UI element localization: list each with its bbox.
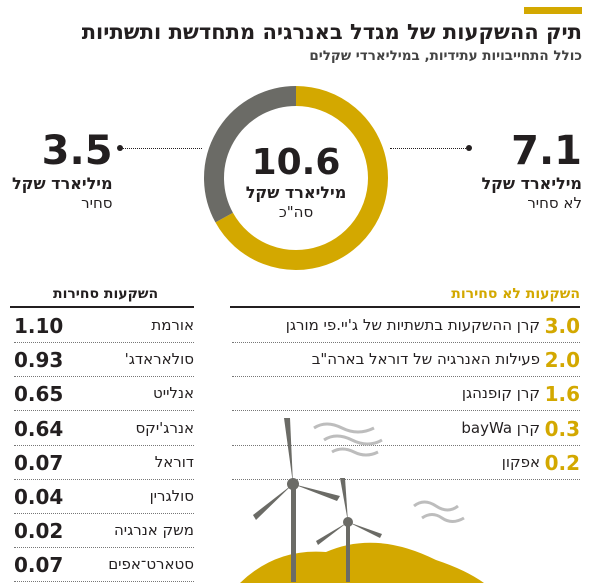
nontraded-table-row: אפקון 0.2 <box>232 446 580 480</box>
traded-unit: מיליארד שקל <box>12 174 113 193</box>
nontraded-table-value: 1.6 <box>544 382 580 407</box>
nontraded-leader-dot <box>466 145 472 151</box>
nontraded-table-value: 3.0 <box>544 314 580 338</box>
traded-table-divider <box>14 581 194 583</box>
nontraded-table-value: 0.2 <box>544 450 580 475</box>
traded-table-divider <box>14 478 194 480</box>
traded-table-value: 0.93 <box>14 348 64 373</box>
nontraded-table-row: פעילות האנרגיה של דוראל בארה"ב 2.0 <box>232 343 580 378</box>
traded-table-divider <box>14 376 194 378</box>
total-unit: מיליארד שקל <box>245 183 347 202</box>
nontraded-value: 7.1 <box>511 128 582 174</box>
traded-table-divider <box>14 513 194 514</box>
traded-table-row: אנרג'יקס 0.64 <box>14 412 194 446</box>
traded-table-value: 0.07 <box>14 450 64 475</box>
nontraded-table-label: אפקון <box>501 452 540 471</box>
traded-table-value: 0.04 <box>14 485 64 509</box>
total-value: 10.6 <box>251 142 341 183</box>
nontraded-table-divider <box>232 376 580 378</box>
traded-table-label: סולאראדג' <box>124 350 194 369</box>
nontraded-leader-line <box>390 148 468 149</box>
traded-table-value: 1.10 <box>14 314 64 338</box>
traded-table-divider <box>14 410 194 412</box>
traded-table-label: דוראל <box>154 452 194 471</box>
traded-table-label: אנלייט <box>153 384 194 403</box>
traded-table-title: השקעות סחירות <box>53 286 159 302</box>
wind-turbines-icon <box>240 418 484 583</box>
traded-table-row: סולגרין 0.04 <box>14 480 194 514</box>
traded-table-row: אנלייט 0.65 <box>14 377 194 412</box>
traded-table-row: דוראל 0.07 <box>14 446 194 480</box>
traded-table-divider <box>14 547 194 549</box>
traded-table-rule <box>10 306 194 308</box>
nontraded-table-rule <box>230 306 580 308</box>
nontraded-table-label: קרן ההשקעות בתשתיות של ג'יי.פי מורגן <box>285 316 540 334</box>
nontraded-table-value: 2.0 <box>544 348 580 373</box>
traded-table-row: סולאראדג' 0.93 <box>14 343 194 378</box>
donut-chart <box>204 86 388 270</box>
donut-slice-traded <box>204 86 297 223</box>
nontraded-table-title: השקעות לא סחירות <box>451 286 580 302</box>
nontraded-table-divider <box>232 342 580 343</box>
nontraded-label: לא סחיר <box>527 194 582 212</box>
traded-table-label: אורמת <box>151 316 194 334</box>
traded-value: 3.5 <box>41 128 113 174</box>
traded-table-label: סולגרין <box>149 487 194 505</box>
donut-slice-nontraded <box>215 86 388 270</box>
nontraded-table-row: קרן bayWa 0.3 <box>232 412 580 446</box>
nontraded-summary: 7.1 מיליארד שקל לא סחיר <box>481 128 582 213</box>
traded-table-label: משק אנרגיה <box>113 521 194 540</box>
traded-leader-line <box>120 148 202 149</box>
accent-bar <box>524 7 582 14</box>
traded-table-row: משק אנרגיה 0.02 <box>14 514 194 549</box>
total-label: סה"כ <box>278 203 314 221</box>
traded-label: סחיר <box>81 194 113 212</box>
nontraded-table-row: קרן ההשקעות בתשתיות של ג'יי.פי מורגן 3.0 <box>232 309 580 343</box>
page-subtitle: כולל התחייבויות עתידיות, במיליארדי שקלים <box>309 48 582 64</box>
traded-table-label: סטארט־אפים <box>108 555 194 574</box>
traded-table-divider <box>14 342 194 343</box>
traded-table-value: 0.64 <box>14 416 64 441</box>
traded-summary: 3.5 מיליארד שקל סחיר <box>12 128 113 213</box>
traded-table-label: אנרג'יקס <box>135 418 194 437</box>
page-title: תיק ההשקעות של מגדל באנרגיה מתחדשת ותשתי… <box>81 20 582 44</box>
nontraded-table-value: 0.3 <box>544 416 580 441</box>
traded-table-row: סטארט־אפים 0.07 <box>14 548 194 583</box>
nontraded-table-label: פעילות האנרגיה של דוראל בארה"ב <box>311 350 540 369</box>
nontraded-table-divider <box>232 478 580 480</box>
traded-table-row: אורמת 1.10 <box>14 309 194 343</box>
traded-table-value: 0.02 <box>14 519 64 544</box>
nontraded-table-divider <box>232 444 580 446</box>
traded-leader-dot <box>117 145 123 151</box>
traded-table-value: 0.07 <box>14 553 64 578</box>
donut-center: 10.6 מיליארד שקל סה"כ <box>202 145 390 222</box>
traded-table-divider <box>14 444 194 446</box>
nontraded-table-row: קרן קופנהגן 1.6 <box>232 377 580 412</box>
traded-table-value: 0.65 <box>14 382 64 407</box>
nontraded-unit: מיליארד שקל <box>481 174 582 193</box>
nontraded-table-label: קרן bayWa <box>461 418 540 437</box>
nontraded-table-label: קרן קופנהגן <box>461 384 540 403</box>
nontraded-table-divider <box>232 410 580 412</box>
